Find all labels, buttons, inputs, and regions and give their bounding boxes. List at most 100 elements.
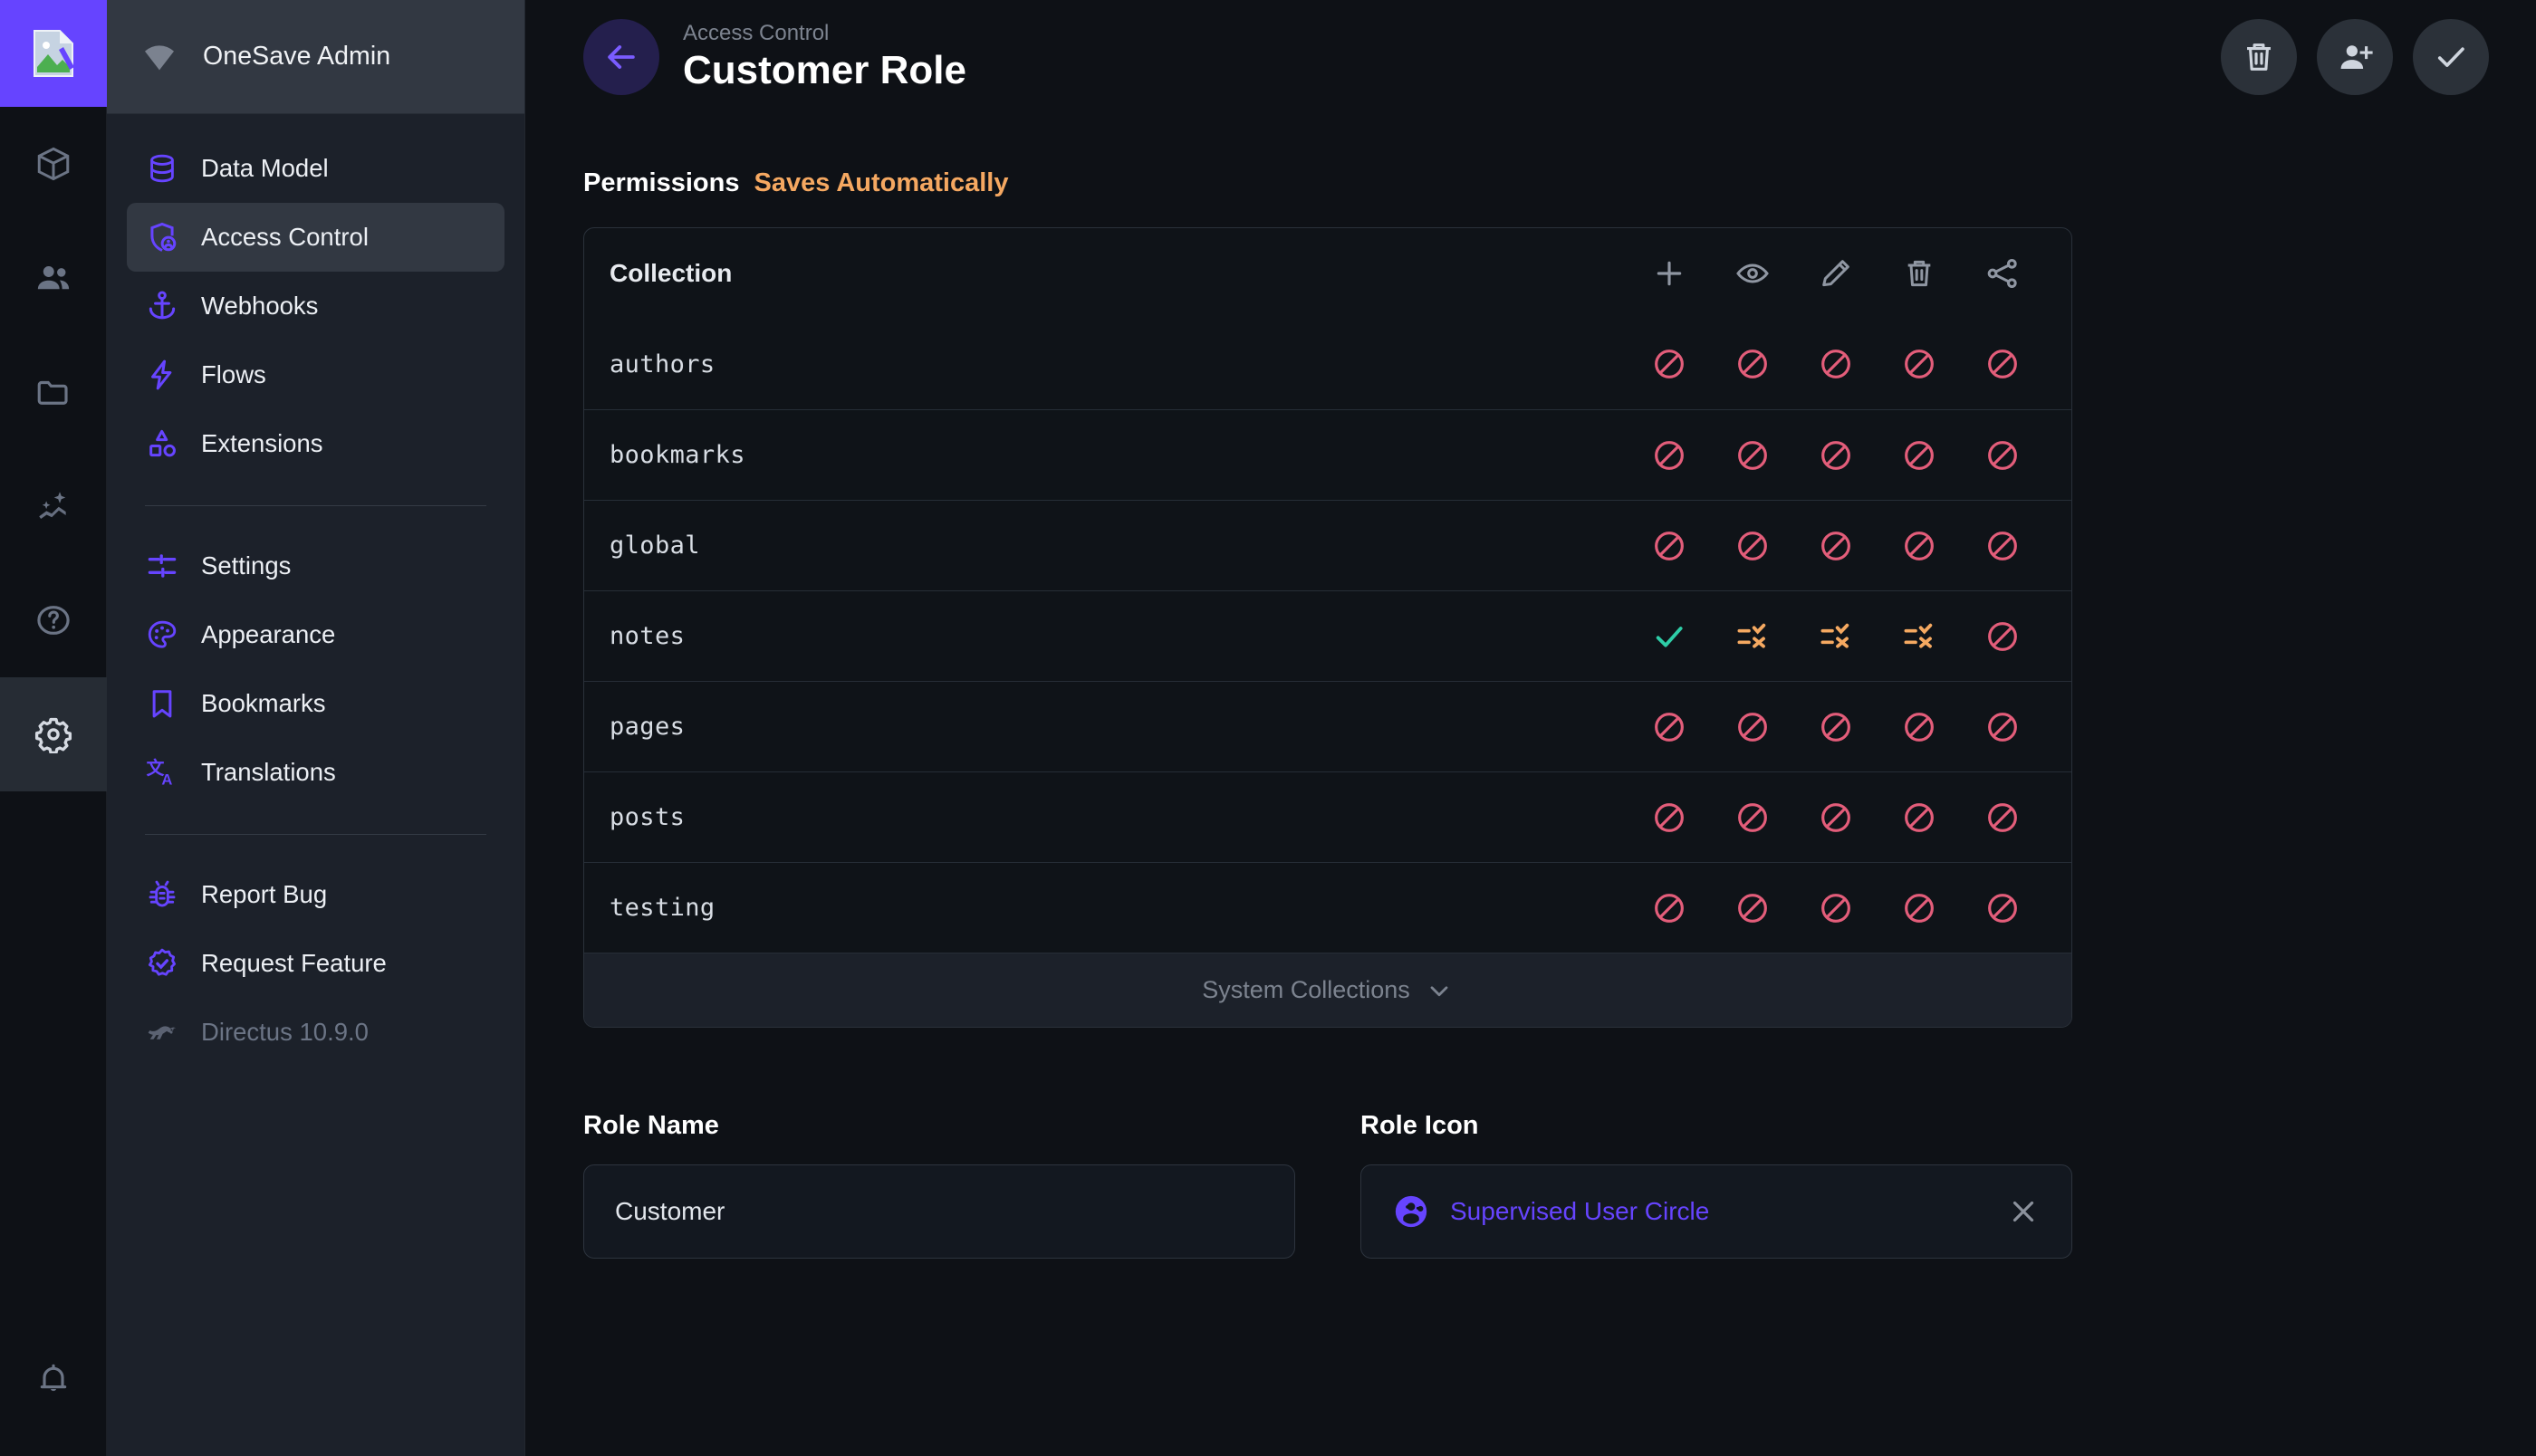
sidebar-item-request-feature[interactable]: Request Feature: [127, 929, 504, 998]
block-icon: [1988, 893, 2017, 923]
sidebar-item-extensions[interactable]: Extensions: [127, 409, 504, 478]
block-icon: [1821, 440, 1850, 470]
table-row[interactable]: global: [584, 500, 2071, 590]
permission-cell-read[interactable]: [1711, 890, 1794, 926]
table-row[interactable]: testing: [584, 862, 2071, 953]
permissions-table-body: authors bookmarks global notes pages posts tes…: [584, 319, 2071, 953]
permission-cell-create[interactable]: [1628, 709, 1711, 745]
block-icon: [1738, 440, 1767, 470]
sidebar-item-data-model[interactable]: Data Model: [127, 134, 504, 203]
autosave-notice: Saves Automatically: [754, 168, 1009, 197]
permission-cell-delete[interactable]: [1878, 618, 1961, 655]
eye-icon: [1736, 263, 1769, 283]
save-button[interactable]: [2413, 19, 2489, 95]
permission-cell-create[interactable]: [1628, 800, 1711, 836]
module-btn-users[interactable]: [0, 221, 107, 335]
delete-role-button[interactable]: [2221, 19, 2297, 95]
back-button[interactable]: [583, 19, 659, 95]
permission-cell-read[interactable]: [1711, 800, 1794, 836]
block-icon: [1988, 440, 2017, 470]
project-logo-tile[interactable]: [0, 0, 107, 107]
module-btn-help[interactable]: [0, 563, 107, 677]
field-role-icon: Role Icon Supervised User Circle: [1360, 1111, 2072, 1259]
permission-cell-read[interactable]: [1711, 528, 1794, 564]
permission-cell-create[interactable]: [1628, 528, 1711, 564]
block-icon: [1988, 712, 2017, 742]
permission-cell-share[interactable]: [1961, 618, 2044, 655]
permission-cell-delete[interactable]: [1878, 346, 1961, 382]
module-btn-insights[interactable]: [0, 449, 107, 563]
permission-cell-update[interactable]: [1794, 709, 1878, 745]
permission-cell-read[interactable]: [1711, 437, 1794, 474]
module-btn-files[interactable]: [0, 335, 107, 449]
block-icon: [1821, 350, 1850, 378]
permission-cell-create[interactable]: [1628, 346, 1711, 382]
notifications-button[interactable]: [0, 1302, 106, 1456]
database-icon: [145, 151, 179, 186]
sidebar-item-settings[interactable]: Settings: [127, 532, 504, 600]
permission-cell-update[interactable]: [1794, 437, 1878, 474]
table-row[interactable]: notes: [584, 590, 2071, 681]
system-collections-toggle[interactable]: System Collections: [584, 953, 2071, 1027]
permission-cell-delete[interactable]: [1878, 890, 1961, 926]
permission-cell-update[interactable]: [1794, 890, 1878, 926]
sidebar-item-access-control[interactable]: Access Control: [127, 203, 504, 272]
sidebar-item-appearance[interactable]: Appearance: [127, 600, 504, 669]
role-name-input[interactable]: Customer: [583, 1164, 1295, 1259]
rule-settings-icon: [1820, 623, 1849, 648]
permission-cell-update[interactable]: [1794, 618, 1878, 655]
permission-cell-read[interactable]: [1711, 346, 1794, 382]
permission-cell-share[interactable]: [1961, 709, 2044, 745]
permission-cell-update[interactable]: [1794, 800, 1878, 836]
block-icon: [1988, 531, 2017, 560]
column-header-delete[interactable]: [1878, 255, 1961, 292]
invite-user-button[interactable]: [2317, 19, 2393, 95]
column-header-read[interactable]: [1711, 255, 1794, 292]
share-icon: [1987, 258, 2017, 289]
permission-cell-share[interactable]: [1961, 890, 2044, 926]
module-btn-content[interactable]: [0, 107, 107, 221]
project-info[interactable]: OneSave Admin: [107, 0, 524, 114]
permission-cell-share[interactable]: [1961, 437, 2044, 474]
check-icon: [2437, 47, 2464, 67]
permission-cell-share[interactable]: [1961, 528, 2044, 564]
block-icon: [1655, 440, 1684, 470]
permission-cell-read[interactable]: [1711, 618, 1794, 655]
table-row[interactable]: pages: [584, 681, 2071, 771]
permission-cell-read[interactable]: [1711, 709, 1794, 745]
permission-cell-create[interactable]: [1628, 890, 1711, 926]
permission-cell-delete[interactable]: [1878, 709, 1961, 745]
permission-cell-create[interactable]: [1628, 618, 1711, 655]
table-row[interactable]: authors: [584, 319, 2071, 409]
permission-cell-share[interactable]: [1961, 800, 2044, 836]
sidebar-item-flows[interactable]: Flows: [127, 340, 504, 409]
module-btn-settings[interactable]: [0, 677, 107, 791]
check-icon: [1656, 626, 1683, 647]
permission-cell-update[interactable]: [1794, 528, 1878, 564]
permission-cell-delete[interactable]: [1878, 800, 1961, 836]
block-icon: [1905, 350, 1934, 378]
breadcrumb[interactable]: Access Control: [683, 20, 830, 45]
permission-cell-delete[interactable]: [1878, 528, 1961, 564]
sidebar-item-bookmarks[interactable]: Bookmarks: [127, 669, 504, 738]
table-row[interactable]: posts: [584, 771, 2071, 862]
sidebar-item-label: Appearance: [201, 620, 336, 648]
column-header-share[interactable]: [1961, 255, 2044, 292]
permission-cell-create[interactable]: [1628, 437, 1711, 474]
block-icon: [1655, 802, 1684, 832]
block-icon: [1738, 531, 1767, 560]
sidebar-item-report-bug[interactable]: Report Bug: [127, 860, 504, 929]
role-icon-input[interactable]: Supervised User Circle: [1360, 1164, 2072, 1259]
block-icon: [1905, 440, 1934, 470]
permission-cell-update[interactable]: [1794, 346, 1878, 382]
column-header-update[interactable]: [1794, 255, 1878, 292]
permission-cell-delete[interactable]: [1878, 437, 1961, 474]
table-row[interactable]: bookmarks: [584, 409, 2071, 500]
sidebar-item-label: Directus 10.9.0: [201, 1018, 369, 1046]
sidebar-item-webhooks[interactable]: Webhooks: [127, 272, 504, 340]
permissions-label: Permissions: [583, 168, 740, 197]
column-header-create[interactable]: [1628, 255, 1711, 292]
permission-cell-share[interactable]: [1961, 346, 2044, 382]
clear-role-icon-button[interactable]: [2006, 1194, 2041, 1229]
